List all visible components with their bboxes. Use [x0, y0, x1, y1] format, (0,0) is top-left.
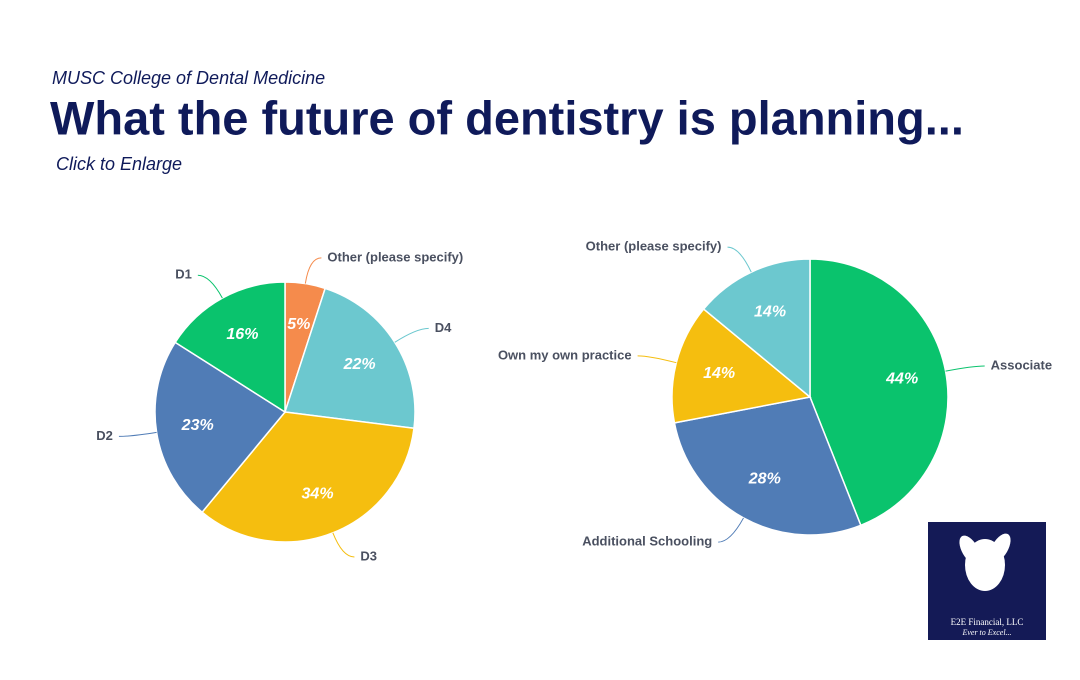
logo-tagline: Ever to Excel...	[961, 628, 1011, 637]
value-label: 22%	[343, 356, 376, 373]
category-label: D2	[96, 428, 113, 443]
category-label: D4	[435, 320, 452, 335]
value-label: 14%	[754, 303, 786, 320]
pie-slice	[702, 258, 811, 399]
value-label: 28%	[748, 470, 781, 487]
title: What the future of dentistry is planning…	[50, 91, 964, 144]
logo-ear	[959, 535, 981, 565]
leader-line	[637, 355, 677, 364]
leader-line	[304, 257, 322, 284]
category-label: Additional Schooling	[582, 534, 712, 549]
value-label: 44%	[885, 371, 918, 388]
category-label: Own my own practice	[498, 347, 632, 362]
leader-line	[197, 274, 223, 299]
pie-slice	[673, 396, 862, 536]
value-label: 23%	[181, 417, 214, 434]
category-label: D1	[175, 267, 192, 282]
enlarge-link[interactable]: Click to Enlarge	[56, 154, 182, 174]
logo-name: E2E Financial, LLC	[951, 617, 1024, 627]
logo-ear	[989, 533, 1011, 563]
value-label: 14%	[703, 365, 735, 382]
pie-slice	[671, 307, 812, 424]
value-label: 5%	[287, 316, 310, 333]
category-label: Other (please specify)	[586, 239, 722, 254]
pie-slice	[284, 287, 416, 430]
category-label: Other (please specify)	[327, 249, 463, 264]
leader-line	[118, 431, 157, 437]
leader-line	[394, 327, 429, 343]
logo: E2E Financial, LLC Ever to Excel...	[928, 522, 1046, 640]
category-label: Associate	[991, 357, 1052, 372]
pie-slice	[809, 258, 949, 527]
value-label: 34%	[302, 485, 334, 502]
leader-line	[332, 532, 355, 558]
category-label: D3	[360, 548, 377, 563]
leader-line	[718, 517, 744, 543]
leader-line	[727, 246, 752, 273]
value-label: 16%	[226, 326, 258, 343]
leader-line	[945, 365, 985, 372]
subtitle: MUSC College of Dental Medicine	[52, 68, 325, 88]
